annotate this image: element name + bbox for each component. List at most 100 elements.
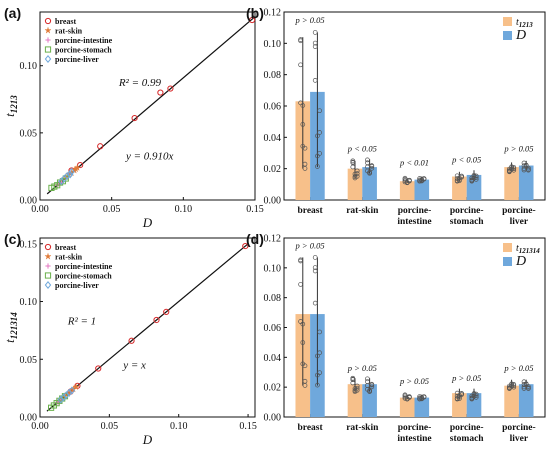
sample-dot: [315, 153, 320, 159]
sample-dot: [302, 161, 308, 167]
sample-dot: [317, 350, 322, 356]
category-label: porcine-: [502, 206, 536, 216]
y-tick-label: 0.12: [264, 234, 282, 245]
y-tick-label: 0.05: [20, 355, 38, 366]
sample-dot: [459, 392, 464, 397]
data-point-porcine-stomach: [62, 175, 69, 182]
significance-label: p < 0.05: [451, 154, 481, 164]
sample-dot: [300, 122, 306, 127]
bar-D: [414, 179, 430, 200]
sample-dot: [469, 175, 475, 181]
legend-swatch-t: [503, 243, 512, 252]
y-tick-label: 0.10: [264, 39, 282, 50]
sample-dot: [469, 178, 475, 183]
category-label: breast: [298, 206, 324, 216]
y-tick-label: 0.00: [264, 196, 282, 207]
sample-dot: [298, 282, 303, 287]
data-point-breast: [249, 16, 256, 24]
annotation: y = 0.910x: [125, 151, 174, 163]
sample-dot: [350, 377, 356, 382]
sample-dot: [350, 164, 356, 170]
y-tick-label: 0.04: [264, 133, 282, 144]
sample-dot: [354, 171, 360, 176]
bar-D: [518, 384, 534, 417]
sample-dot: [454, 393, 460, 399]
sample-dot: [511, 382, 517, 387]
sample-dot: [507, 166, 512, 172]
y-axis-label-main: t: [2, 339, 17, 343]
x-tick-label: 0.00: [31, 204, 49, 215]
significance-label: p > 0.05: [295, 15, 325, 25]
plot-frame: [39, 237, 256, 418]
category-label: stomach: [450, 217, 484, 227]
sample-dot: [402, 393, 408, 399]
significance-label: p < 0.05: [347, 143, 377, 153]
sample-dot: [300, 103, 306, 108]
sample-dot: [473, 173, 479, 179]
sample-dot: [469, 393, 475, 399]
sample-dot: [365, 386, 370, 392]
legend-label-subscript: 121314: [519, 247, 541, 255]
sample-dot: [473, 391, 479, 397]
legend-label: porcine-stomach: [55, 46, 112, 55]
sample-dot: [317, 108, 322, 114]
sample-dot: [511, 164, 517, 170]
sample-dot: [511, 384, 517, 390]
legend-marker-rat-skin: [44, 252, 52, 260]
legend-label: rat-skin: [55, 253, 83, 262]
bar-D: [362, 167, 377, 200]
data-point-breast: [128, 337, 135, 344]
sample-dot: [459, 174, 464, 180]
data-point-porcine-liver: [68, 386, 76, 395]
legend-label: porcine-intestine: [55, 262, 113, 271]
bar-t: [504, 385, 519, 417]
sample-dot: [352, 389, 358, 394]
x-tick-label: 0.05: [103, 204, 121, 215]
sample-dot: [312, 300, 318, 306]
sample-dot: [417, 396, 422, 402]
sample-dot: [315, 164, 320, 169]
plot-frame: [39, 11, 256, 201]
y-tick-label: 0.15: [20, 239, 38, 250]
x-tick-label: 0.15: [246, 204, 264, 215]
sample-dot: [352, 174, 358, 179]
sample-dot: [369, 165, 375, 171]
bar-t: [399, 397, 415, 417]
category-label: rat-skin: [346, 206, 379, 216]
sample-dot: [407, 177, 412, 183]
category-label: porcine-: [398, 206, 432, 216]
data-point-breast: [131, 114, 138, 122]
y-tick-label: 0.12: [264, 8, 282, 19]
legend-label: D: [515, 28, 526, 43]
sample-dot: [315, 372, 320, 378]
x-axis-label: D: [142, 215, 153, 230]
category-label: breast: [298, 423, 324, 433]
sample-dot: [300, 340, 306, 345]
legend-label: t121314: [516, 243, 540, 255]
legend-marker-porcine-stomach: [44, 46, 52, 53]
bar-panel-3: (d) 0.00 0.02 0.04 0.06 0.08 0.10 0.12 breast p >…: [246, 231, 546, 444]
legend-label: porcine-liver: [55, 281, 99, 290]
category-label: liver: [510, 217, 529, 227]
sample-dot: [312, 30, 318, 35]
legend-label: porcine-intestine: [55, 36, 113, 45]
data-point-breast: [242, 242, 249, 250]
data-point-breast: [167, 85, 174, 92]
sample-dot: [526, 386, 531, 391]
y-tick-label: 0.00: [264, 413, 282, 424]
sample-dot: [312, 78, 318, 83]
x-tick-label: 0.00: [31, 421, 49, 432]
sample-dot: [354, 168, 360, 174]
legend-label-subscript: 1213: [519, 21, 534, 29]
bar-t: [452, 393, 467, 417]
sample-dot: [315, 133, 320, 139]
sample-dot: [300, 321, 306, 327]
significance-label: p > 0.05: [503, 363, 533, 373]
legend-label-main: t: [516, 243, 519, 254]
category-label: porcine-: [450, 206, 484, 216]
category-label: porcine-: [502, 423, 536, 433]
legend-marker-porcine-stomach: [44, 272, 52, 279]
sample-dot: [352, 175, 358, 181]
sample-dot: [454, 178, 460, 184]
significance-label: p > 0.05: [451, 373, 481, 383]
